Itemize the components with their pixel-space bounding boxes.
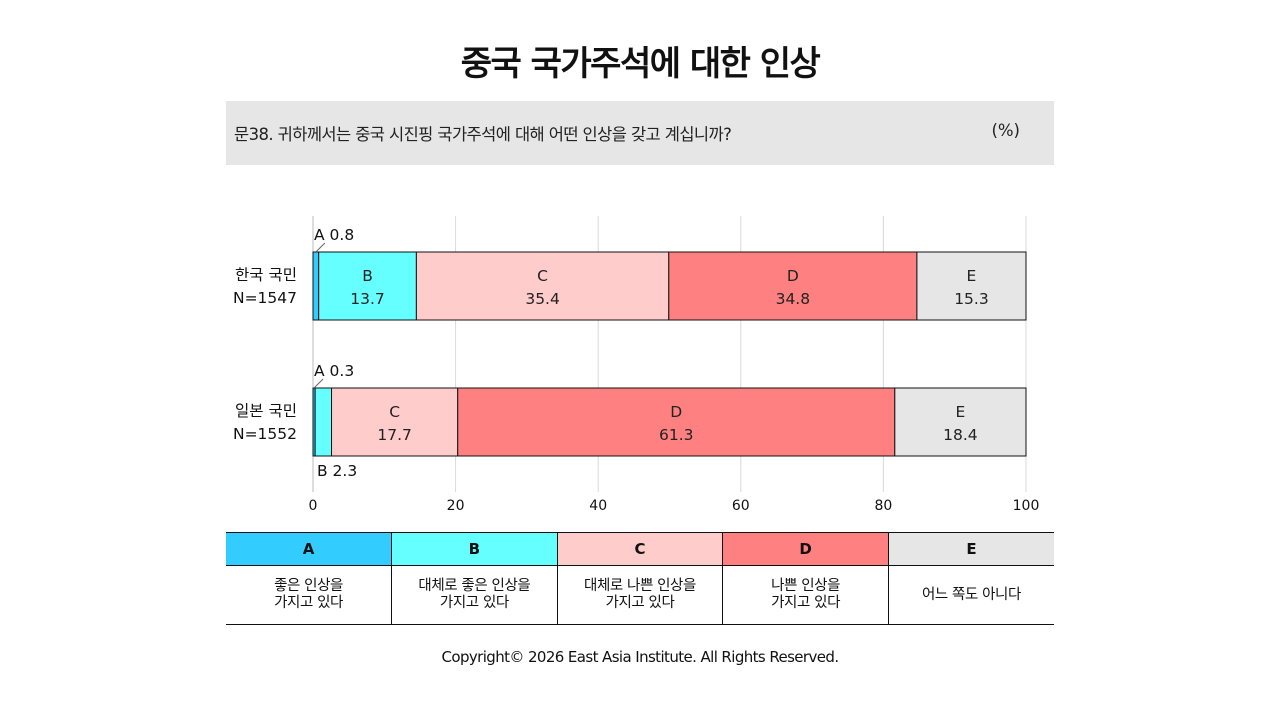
unit-label: (%) xyxy=(991,121,1020,140)
legend-header-b: B xyxy=(391,532,558,566)
question-text: 문38. 귀하께서는 중국 시진핑 국가주석에 대해 어떤 인상을 갖고 계십니… xyxy=(234,125,732,144)
callout-label: A 0.8 xyxy=(314,226,354,244)
row-label: 일본 국민 xyxy=(235,402,297,420)
segment-category-label: E xyxy=(967,267,977,285)
segment-value-label: 18.4 xyxy=(943,426,978,444)
legend-desc-line: 가지고 있다 xyxy=(439,595,509,611)
row-label: 한국 국민 xyxy=(235,266,297,284)
legend-desc-line: 가지고 있다 xyxy=(771,595,841,611)
bar-segment-d xyxy=(457,387,896,457)
callout-leader xyxy=(313,378,324,389)
bar-segment-b xyxy=(318,251,417,321)
bar-segment-c xyxy=(331,387,459,457)
legend-header-e: E xyxy=(887,532,1054,566)
legend-desc-line: 나쁜 인상을 xyxy=(771,578,841,594)
callout-label: A 0.3 xyxy=(314,362,354,380)
legend-desc-line: 가지고 있다 xyxy=(274,595,343,611)
row-n-label: N=1547 xyxy=(233,289,297,307)
legend-header-c: C xyxy=(556,532,723,566)
legend-header-a: A xyxy=(226,532,392,566)
bar-segment-b xyxy=(314,387,333,457)
legend-desc-line: 가지고 있다 xyxy=(605,595,675,611)
stacked-bar-chart: 0 20 40 60 80 100 한국 국민 N=1547 B 13.7 C 35.4 D 34.8 E 1… xyxy=(233,216,1040,514)
question-box: 문38. 귀하께서는 중국 시진핑 국가주석에 대해 어떤 인상을 갖고 계십니… xyxy=(226,101,1054,165)
segment-category-label: C xyxy=(537,267,548,285)
segment-category-label: B xyxy=(362,267,373,285)
segment-value-label: 35.4 xyxy=(525,290,560,308)
bar-segment-e xyxy=(894,387,1027,457)
x-tick-label: 80 xyxy=(874,498,892,514)
legend-desc-line: 대체로 좋은 인상을 xyxy=(418,578,531,594)
bar-segment-c xyxy=(415,251,670,321)
legend-header-d: D xyxy=(722,532,889,566)
segment-value-label: 13.7 xyxy=(350,290,385,308)
row-n-label: N=1552 xyxy=(233,425,297,443)
legend-desc-line: 대체로 나쁜 인상을 xyxy=(584,578,696,594)
legend-desc-c: 대체로 나쁜 인상을 가지고 있다 xyxy=(556,565,723,625)
legend-desc-b: 대체로 좋은 인상을 가지고 있다 xyxy=(391,565,558,625)
segment-category-label: D xyxy=(670,403,682,421)
segment-value-label: 17.7 xyxy=(377,426,412,444)
segment-category-label: D xyxy=(787,267,799,285)
segment-value-label: 34.8 xyxy=(776,290,811,308)
x-tick-label: 60 xyxy=(732,498,750,514)
bar-segment-a xyxy=(312,251,320,321)
x-tick-label: 40 xyxy=(589,498,607,514)
copyright: Copyright© 2026 East Asia Institute. All… xyxy=(441,648,840,666)
segment-category-label: C xyxy=(389,403,400,421)
callout-label: B 2.3 xyxy=(317,462,357,480)
x-tick-label: 0 xyxy=(309,498,318,514)
x-tick-label: 20 xyxy=(447,498,465,514)
segment-category-label: E xyxy=(956,403,966,421)
x-tick-label: 100 xyxy=(1013,498,1040,514)
legend-desc-line: 좋은 인상을 xyxy=(274,578,343,594)
callout-leader xyxy=(315,242,326,253)
chart-title: 중국 국가주석에 대한 인상 xyxy=(460,44,821,84)
bar-segment-d xyxy=(668,251,918,321)
segment-value-label: 15.3 xyxy=(954,290,989,308)
legend-desc-a: 좋은 인상을 가지고 있다 xyxy=(226,565,392,625)
legend-desc-line: 어느 쪽도 아니다 xyxy=(921,586,1021,603)
legend-desc-e: 어느 쪽도 아니다 xyxy=(887,565,1054,625)
legend-table: A B C D E 좋은 인상을 가지고 있다 대체로 좋은 인상을 가지고 있다 … xyxy=(226,532,1054,625)
bar-segment-e xyxy=(916,251,1027,321)
legend-desc-d: 나쁜 인상을 가지고 있다 xyxy=(722,565,889,625)
segment-value-label: 61.3 xyxy=(659,426,694,444)
